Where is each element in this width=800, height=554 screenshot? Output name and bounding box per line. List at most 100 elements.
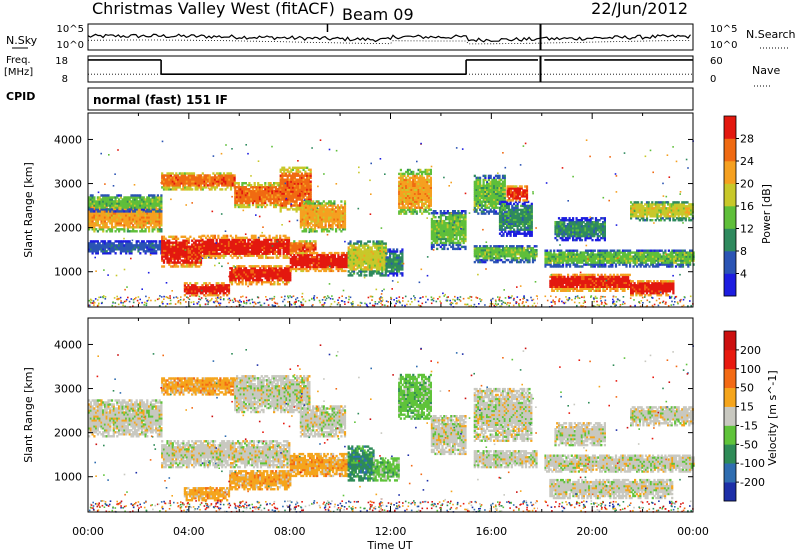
date-label: 22/Jun/2012 xyxy=(591,0,688,18)
velocity-band-1 xyxy=(161,377,236,396)
velocity-colorbar-segment xyxy=(724,482,736,502)
power-band-11 xyxy=(229,265,292,286)
nsearch-tick-top: 10^5 xyxy=(710,24,737,35)
power-band-6 xyxy=(299,200,347,233)
power-colorbar-tick-label: 4 xyxy=(740,268,747,281)
velocity-ytick-label: 4000 xyxy=(54,338,82,351)
velocity-colorbar-label: Velocity [m s^-1] xyxy=(766,370,779,465)
power-ytick-label: 3000 xyxy=(54,178,82,191)
nsearch-series-line xyxy=(88,39,691,45)
power-band-13 xyxy=(347,240,387,277)
power-colorbar-tick-label: 20 xyxy=(740,178,754,191)
freq-nave-panel: Freq. [MHz] 18 8 60 0 Nave xyxy=(4,55,780,87)
velocity-band-17 xyxy=(554,422,606,447)
nsky-tick-top: 10^5 xyxy=(57,24,84,35)
power-band-22 xyxy=(549,273,631,292)
power-colorbar-tick-label: 12 xyxy=(740,223,754,236)
velocity-colorbar-tick-label: -50 xyxy=(740,438,758,451)
velocity-colorbar-segment xyxy=(724,463,736,483)
power-band-12 xyxy=(289,251,349,273)
nave-tick-top: 60 xyxy=(710,56,723,67)
freq-tick-top: 18 xyxy=(55,56,68,67)
velocity-band-0 xyxy=(88,399,163,438)
power-band-17 xyxy=(473,174,506,215)
power-colorbar-segment xyxy=(724,138,736,162)
velocity-band-8 xyxy=(347,445,375,482)
velocity-colorbar-segment xyxy=(724,331,736,351)
power-colorbar-segment xyxy=(724,228,736,252)
nsky-panel-frame xyxy=(87,23,694,51)
velocity-band-15 xyxy=(549,478,674,500)
velocity-band-6 xyxy=(229,470,292,491)
nsky-nsearch-panel: N.Sky 10^5 10^0 10^5 10^0 N.Search xyxy=(6,23,796,51)
velocity-colorbar-tick-label: -15 xyxy=(740,419,758,432)
velocity-colorbar-tick-label: 200 xyxy=(740,344,761,357)
cpid-label: CPID xyxy=(6,90,35,103)
velocity-band-9 xyxy=(372,457,400,482)
power-band-18 xyxy=(498,200,533,237)
velocity-band-16 xyxy=(630,406,694,427)
power-ylabel: Slant Range [km] xyxy=(22,162,35,258)
power-band-8 xyxy=(201,234,291,259)
power-data-gap xyxy=(538,113,545,307)
velocity-band-10 xyxy=(398,373,432,420)
power-colorbar-segment xyxy=(724,116,736,139)
power-colorbar-tick-label: 8 xyxy=(740,245,747,258)
velocity-near-range-clutter xyxy=(88,344,694,513)
velocity-colorbar-segment xyxy=(724,444,736,464)
power-band-21 xyxy=(544,249,695,268)
power-panel: 1000 2000 3000 4000 Slant Range [km] 4 8 12 16… xyxy=(22,112,773,308)
velocity-band-11 xyxy=(430,415,467,456)
power-colorbar-segment xyxy=(724,161,736,184)
power-colorbar-segment xyxy=(724,273,736,297)
power-band-16 xyxy=(430,210,467,251)
power-ytick-label: 2000 xyxy=(54,222,82,235)
power-colorbar-segment xyxy=(724,183,736,207)
freq-panel-frame xyxy=(87,55,694,83)
velocity-band-7 xyxy=(289,452,349,478)
power-band-3 xyxy=(161,172,236,191)
power-band-4 xyxy=(234,182,281,209)
freq-series-line xyxy=(88,59,693,75)
velocity-band-3 xyxy=(299,405,347,438)
velocity-colorbar-segment xyxy=(724,349,736,370)
velocity-colorbar-segment xyxy=(724,387,736,407)
power-colorbar-segment xyxy=(724,206,736,229)
power-ytick-label: 1000 xyxy=(54,266,82,279)
velocity-colorbar-frame xyxy=(723,330,737,502)
velocity-colorbar-tick-label: -100 xyxy=(740,457,765,470)
cpid-panel-frame xyxy=(87,87,694,111)
power-ytick-label: 4000 xyxy=(54,133,82,146)
x-tick-label: 16:00 xyxy=(475,525,507,538)
velocity-colorbar-segment xyxy=(724,368,736,388)
power-band-24 xyxy=(630,201,694,222)
power-band-15 xyxy=(398,168,432,215)
velocity-band-4 xyxy=(161,440,291,469)
power-band-14 xyxy=(385,248,404,277)
nsky-label: N.Sky xyxy=(6,34,38,47)
x-tick-label: 20:00 xyxy=(576,525,608,538)
velocity-colorbar-tick-label: -200 xyxy=(740,476,765,489)
x-tick-label: 04:00 xyxy=(173,525,205,538)
power-band-9 xyxy=(289,240,317,255)
power-colorbar-segment xyxy=(724,251,736,274)
cpid-text: normal (fast) 151 IF xyxy=(93,93,228,107)
velocity-data-gap xyxy=(538,318,545,512)
x-tick-label: 00:00 xyxy=(677,525,709,538)
freq-label: Freq. xyxy=(6,55,31,66)
power-near-range-clutter xyxy=(88,139,694,308)
freq-tick-bottom: 8 xyxy=(62,74,68,85)
velocity-band-12 xyxy=(473,387,533,442)
nsearch-label: N.Search xyxy=(746,28,796,41)
velocity-colorbar-segment xyxy=(724,425,736,445)
velocity-ytick-label: 3000 xyxy=(54,383,82,396)
velocity-band-13 xyxy=(473,450,538,469)
freq-unit-label: [MHz] xyxy=(4,67,33,78)
power-band-2 xyxy=(88,240,163,255)
nsearch-tick-bottom: 10^0 xyxy=(710,40,737,51)
power-colorbar-label: Power [dB] xyxy=(760,184,773,244)
nave-tick-bottom: 0 xyxy=(710,74,716,85)
x-tick-label: 12:00 xyxy=(375,525,407,538)
nsky-tick-bottom: 10^0 xyxy=(57,40,84,51)
power-band-1 xyxy=(88,194,163,213)
